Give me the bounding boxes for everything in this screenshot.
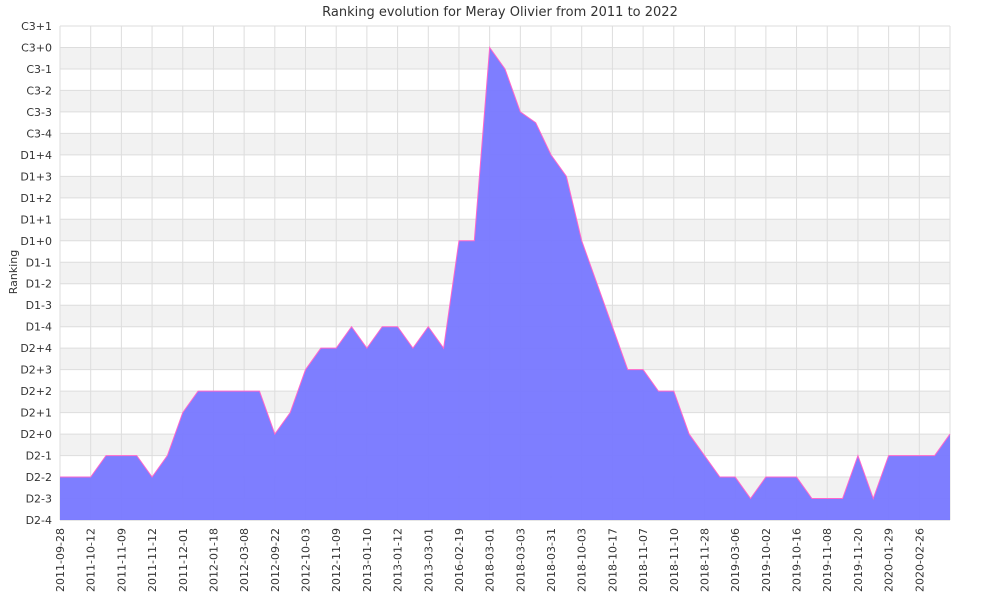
x-tick-label: 2012-10-03 xyxy=(300,528,313,592)
y-tick-label: C3-3 xyxy=(26,106,52,119)
x-tick-label: 2018-10-17 xyxy=(606,528,619,592)
x-tick-label: 2018-11-07 xyxy=(637,528,650,592)
x-tick-label: 2018-10-03 xyxy=(576,528,589,592)
y-tick-label: D2-1 xyxy=(26,450,52,463)
x-tick-label: 2012-01-18 xyxy=(207,528,220,592)
x-tick-label: 2019-10-02 xyxy=(760,528,773,592)
x-tick-label: 2013-01-10 xyxy=(361,528,374,592)
x-tick-label: 2011-11-12 xyxy=(146,528,159,592)
x-tick-label: 2011-12-01 xyxy=(177,528,190,592)
y-tick-label: D2-3 xyxy=(26,493,52,506)
x-tick-label: 2019-11-20 xyxy=(852,528,865,592)
area-series xyxy=(60,46,951,520)
y-tick-label: D1-2 xyxy=(26,278,52,291)
x-tick-label: 2018-11-28 xyxy=(698,528,711,592)
y-tick-label: D1-4 xyxy=(26,321,52,334)
y-tick-labels: D2-4 D2-3 D2-2 D2-1 D2+0 D2+1 D2+2 D2+3 D2+4 D1-4… xyxy=(20,20,52,527)
y-tick-label: D1+3 xyxy=(20,170,52,183)
y-tick-label: D2+3 xyxy=(20,364,52,377)
y-tick-label: D1+1 xyxy=(20,213,52,226)
x-tick-label: 2020-02-26 xyxy=(913,528,926,592)
x-tick-label: 2018-03-01 xyxy=(484,528,497,592)
x-tick-label: 2011-11-09 xyxy=(115,528,128,592)
x-tick-label: 2011-10-12 xyxy=(85,528,98,592)
y-tick-label: C3-2 xyxy=(26,84,52,97)
y-tick-label: D2-4 xyxy=(26,514,52,527)
band xyxy=(60,26,950,48)
y-tick-label: C3+1 xyxy=(21,20,52,33)
x-tick-label: 2019-10-16 xyxy=(791,528,804,592)
x-tick-label: 2012-11-09 xyxy=(330,528,343,592)
y-tick-label: C3-1 xyxy=(26,63,52,76)
x-tick-labels: 2011-09-28 2011-10-12 2011-11-09 2011-11-12… xyxy=(54,528,926,592)
band xyxy=(60,47,950,69)
x-tick-label: 2011-09-28 xyxy=(54,528,67,592)
x-tick-label: 2019-03-06 xyxy=(729,528,742,592)
y-tick-label: C3-4 xyxy=(26,127,52,140)
y-tick-label: D1+4 xyxy=(20,149,52,162)
x-tick-label: 2013-03-01 xyxy=(422,528,435,592)
y-tick-label: D1-3 xyxy=(26,299,52,312)
y-tick-label: D1+0 xyxy=(20,235,52,248)
chart-title: Ranking evolution for Meray Olivier from… xyxy=(322,5,678,20)
y-tick-label: D2+1 xyxy=(20,407,52,420)
x-tick-label: 2018-03-03 xyxy=(514,528,527,592)
y-tick-label: D1+2 xyxy=(20,192,52,205)
x-tick-label: 2012-09-22 xyxy=(269,528,282,592)
y-tick-label: D2+2 xyxy=(20,385,52,398)
y-tick-label: C3+0 xyxy=(21,41,52,54)
x-tick-label: 2020-01-29 xyxy=(883,528,896,592)
area-line xyxy=(60,46,951,501)
y-tick-label: D2+0 xyxy=(20,428,52,441)
area-fill xyxy=(60,47,950,520)
x-tick-label: 2012-03-08 xyxy=(238,528,251,592)
x-tick-label: 2016-02-19 xyxy=(453,528,466,592)
y-tick-label: D1-1 xyxy=(26,256,52,269)
y-tick-label: D2-2 xyxy=(26,471,52,484)
x-tick-label: 2013-01-12 xyxy=(392,528,405,592)
x-tick-label: 2018-03-31 xyxy=(545,528,558,592)
x-tick-label: 2019-11-08 xyxy=(821,528,834,592)
y-axis-label: Ranking xyxy=(7,250,20,295)
x-tick-label: 2018-11-10 xyxy=(668,528,681,592)
y-tick-label: D2+4 xyxy=(20,342,52,355)
